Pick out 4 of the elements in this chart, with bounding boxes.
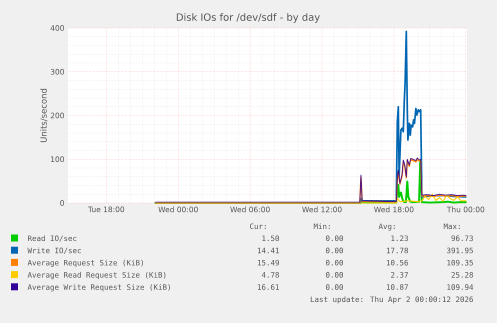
line-series — [154, 194, 466, 204]
line-series — [154, 30, 467, 204]
y-axis-title: Units/second — [40, 88, 48, 142]
chart-title: Disk IOs for /dev/sdf - by day — [176, 13, 320, 23]
